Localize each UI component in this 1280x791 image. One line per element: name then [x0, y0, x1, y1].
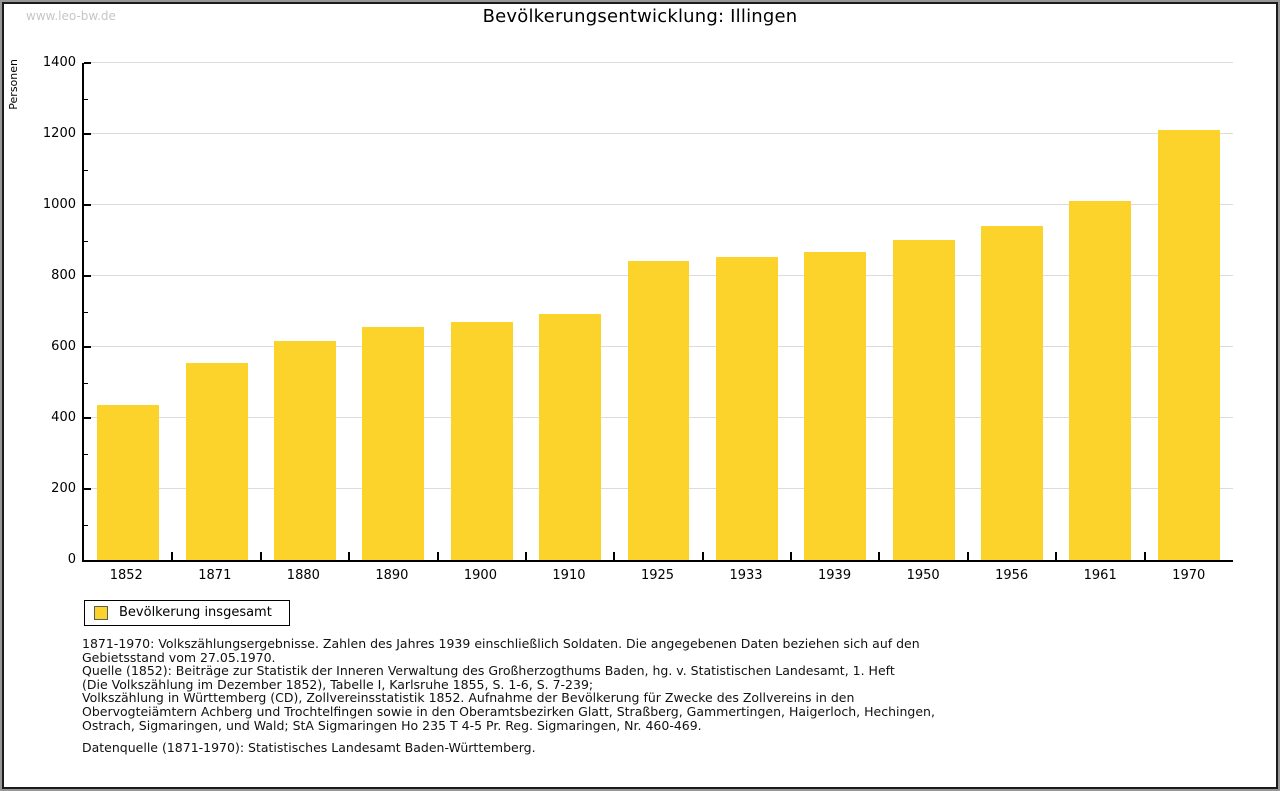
x-axis-tick-5: [524, 552, 527, 560]
y-axis-label-600: 600: [51, 339, 76, 354]
footnote-lines: 1871-1970: Volkszählungsergebnisse. Zahl…: [82, 637, 935, 732]
y-major-tick-1000: [84, 204, 91, 206]
x-axis-labels: 1852 1871 1880 1890 1900 1910 1925 1933 1939 1950…: [82, 565, 1233, 585]
y-axis-label-0: 0: [67, 552, 76, 567]
x-axis-tick-11: [1055, 552, 1058, 560]
bar-1852: [97, 404, 160, 560]
y-axis-label-1200: 1200: [42, 126, 76, 141]
y-major-tick-200: [84, 488, 91, 491]
y-major-tick-800: [84, 275, 91, 278]
y-minor-tick-1300: [84, 98, 88, 100]
bar-1939: [804, 252, 867, 560]
y-minor-tick-100: [84, 524, 88, 526]
footnote-line-3: Quelle (1852): Beiträge zur Statistik de…: [82, 663, 895, 679]
x-axis-label-1880: 1880: [286, 568, 320, 583]
footnote-block: 1871-1970: Volkszählungsergebnisse. Zahl…: [82, 637, 935, 755]
y-major-tick-1400: [84, 62, 91, 64]
x-axis-label-1961: 1961: [1083, 568, 1117, 583]
x-axis-label-1900: 1900: [463, 568, 497, 583]
y-minor-tick-300: [84, 453, 88, 455]
bar-1956: [981, 225, 1043, 560]
x-axis-tick-3: [348, 552, 351, 560]
y-minor-tick-700: [84, 311, 88, 313]
y-major-tick-1200: [84, 133, 91, 135]
bar-1890: [362, 327, 425, 560]
bar-1950: [892, 240, 955, 560]
gridline-1400: [84, 62, 1233, 63]
x-axis-label-1890: 1890: [375, 568, 409, 583]
footnote-line-1: 1871-1970: Volkszählungsergebnisse. Zahl…: [82, 636, 920, 651]
y-axis-label-200: 200: [51, 481, 76, 497]
x-axis-tick-10: [966, 552, 969, 560]
x-axis-tick-4: [436, 552, 439, 560]
x-axis-label-1970: 1970: [1172, 568, 1206, 583]
chart-title: Bevölkerungsentwicklung: Illingen: [482, 6, 798, 27]
legend-box: Bevölkerung insgesamt: [84, 600, 290, 626]
gridline-1200: [84, 133, 1233, 134]
bar-1900: [450, 321, 513, 560]
x-axis-label-1950: 1950: [906, 568, 940, 583]
datasource-line: Datenquelle (1871-1970): Statistisches L…: [82, 740, 536, 756]
bar-1871: [185, 363, 248, 560]
x-axis-label-1933: 1933: [729, 568, 763, 583]
y-axis-labels: 0 200 400 600 800 1000 1200 1400: [2, 55, 76, 567]
x-axis-tick-1: [171, 552, 174, 560]
footnote-line-7: Ostrach, Sigmaringen, und Wald; StA Sigm…: [82, 717, 702, 733]
watermark-url: www.leo-bw.de: [26, 9, 116, 23]
legend-label: Bevölkerung insgesamt: [119, 605, 272, 620]
x-axis-tick-8: [790, 552, 793, 560]
bar-1910: [539, 314, 602, 560]
footnote-line-5: Volkszählung in Württemberg (CD), Zollve…: [82, 690, 855, 706]
bar-1970: [1157, 130, 1220, 560]
y-minor-tick-500: [84, 382, 88, 384]
y-axis-label-400: 400: [51, 410, 76, 426]
x-axis-tick-6: [613, 552, 616, 560]
bar-1933: [715, 257, 778, 560]
footnote-line-4: (Die Volkszählung im Dezember 1852), Tab…: [82, 676, 594, 692]
footnote-line-6: Obervogteiämtern Achberg und Trochtelfin…: [82, 703, 935, 719]
x-axis-tick-9: [878, 552, 881, 560]
y-axis-label-800: 800: [51, 268, 76, 284]
bar-1961: [1069, 201, 1132, 560]
x-axis-label-1871: 1871: [198, 568, 232, 583]
x-axis-tick-7: [701, 552, 704, 560]
x-axis-tick-2: [259, 552, 262, 560]
x-axis-label-1852: 1852: [109, 568, 143, 583]
x-axis-label-1910: 1910: [552, 568, 586, 583]
gridline-1000: [84, 204, 1233, 205]
x-axis-label-1925: 1925: [640, 568, 675, 583]
y-major-tick-400: [84, 417, 91, 420]
y-axis-label-1400: 1400: [42, 55, 76, 70]
x-axis-tick-12: [1143, 552, 1146, 560]
y-axis-label-1000: 1000: [42, 197, 76, 212]
footnote-line-2: Gebietsstand vom 27.05.1970.: [82, 649, 276, 665]
y-major-tick-600: [84, 346, 91, 348]
legend-swatch-icon: [94, 605, 108, 620]
bar-1880: [274, 341, 336, 560]
plot-area: [82, 62, 1233, 562]
x-axis-label-1956: 1956: [995, 568, 1029, 583]
x-axis-label-1939: 1939: [818, 568, 852, 583]
y-minor-tick-1100: [84, 169, 88, 171]
y-minor-tick-900: [84, 240, 88, 242]
bar-1925: [627, 261, 690, 560]
